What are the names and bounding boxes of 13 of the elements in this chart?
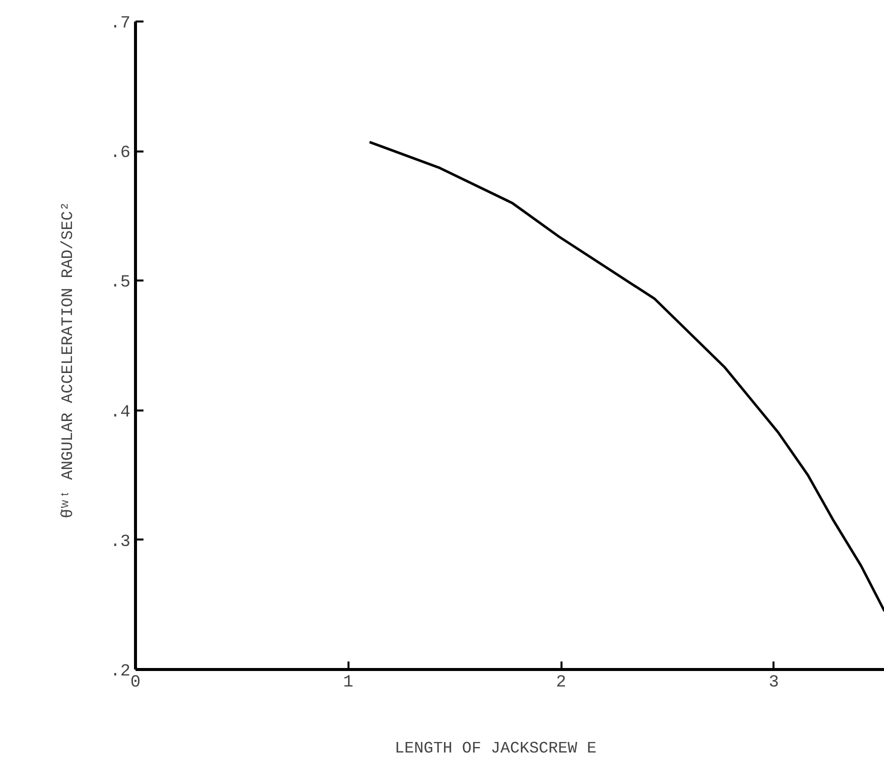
x-axis-title: LENGTH OF JACKSCREW E (394, 740, 596, 758)
y-tick-label: .4 (110, 403, 131, 422)
x-tick-label: 3 (768, 674, 779, 692)
x-tick-label: 1 (343, 674, 354, 692)
y-tick-label: .7 (110, 14, 131, 34)
y-axis-title: θ̈ʷᵗ ANGULAR ACCELERATION RAD/SEC² (59, 201, 78, 518)
y-tick-label: .2 (110, 662, 131, 682)
y-tick-label: .6 (110, 144, 131, 164)
y-tick-label: .5 (110, 274, 131, 293)
y-tick-label: .3 (110, 532, 131, 552)
x-tick-label: 2 (556, 674, 566, 692)
x-tick-label: 0 (130, 674, 141, 692)
line-series (368, 140, 884, 612)
